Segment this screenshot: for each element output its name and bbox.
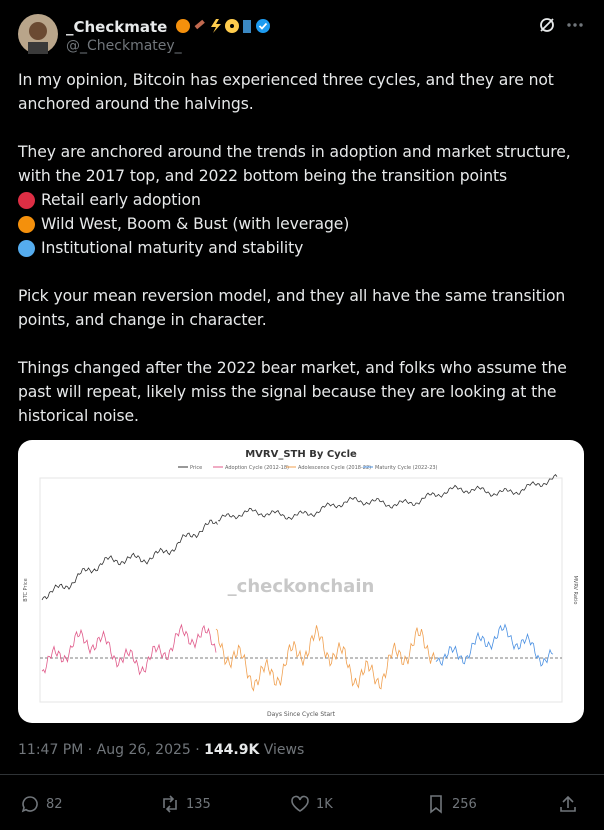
- chart-image[interactable]: MVRV_STH By Cycle Price Adoption Cycle (…: [18, 440, 584, 723]
- image-line: [41, 623, 217, 676]
- legend-text: Adolescence Cycle (2018-22): [298, 465, 371, 471]
- repost-button[interactable]: 135: [160, 794, 211, 814]
- legend-text: Price: [190, 465, 202, 471]
- list-item: Institutional maturity and stability: [18, 236, 590, 260]
- y2-label: MVRV Ratio: [572, 576, 578, 605]
- plot-frame: [39, 477, 563, 703]
- author-handle[interactable]: @_Checkmatey_: [66, 38, 182, 54]
- author-name-text: _Checkmate: [66, 18, 168, 36]
- image-line: [435, 623, 554, 667]
- tweet-meta: 11:47 PM · Aug 26, 2025 · 144.9K Views: [18, 742, 304, 758]
- reply-icon: [21, 796, 38, 813]
- x-label: Days Since Cycle Start: [267, 711, 336, 718]
- repost-icon: [163, 795, 177, 813]
- top-icons: [540, 18, 583, 32]
- like-count: 1K: [316, 796, 333, 812]
- image-line: [215, 625, 436, 692]
- tweet-body: In my opinion, Bitcoin has experienced t…: [18, 68, 590, 452]
- views-label: Views: [263, 742, 305, 758]
- image-bg: [18, 440, 584, 723]
- list-text: Retail early adoption: [41, 191, 201, 209]
- legend-text: Maturity Cycle (2022-23): [375, 465, 438, 471]
- image-line: [217, 474, 558, 522]
- bookmark-count: 256: [452, 796, 477, 812]
- list-item: Wild West, Boom & Bust (with leverage): [18, 212, 590, 236]
- name-icons: [175, 19, 270, 33]
- bookmark-icon: [430, 795, 442, 814]
- paragraph: In my opinion, Bitcoin has experienced t…: [18, 71, 554, 113]
- divider: [0, 774, 604, 775]
- share-button[interactable]: [558, 794, 578, 814]
- list-text: Wild West, Boom & Bust (with leverage): [41, 215, 350, 233]
- paragraph: Things changed after the 2022 bear marke…: [18, 359, 567, 425]
- paragraph: Pick your mean reversion model, and they…: [18, 287, 566, 329]
- avatar[interactable]: [18, 14, 58, 54]
- repost-count: 135: [186, 796, 211, 812]
- paragraph: They are anchored around the trends in a…: [18, 143, 571, 185]
- list-text: Institutional maturity and stability: [41, 239, 304, 257]
- reply-count: 82: [46, 796, 63, 812]
- bookmark-button[interactable]: 256: [426, 794, 477, 814]
- watermark: _checkonchain: [228, 576, 375, 597]
- reply-button[interactable]: 82: [20, 794, 63, 814]
- image-legend: Price Adoption Cycle (2012-18) Adolescen…: [178, 465, 438, 471]
- like-button[interactable]: 1K: [290, 794, 333, 814]
- author-name[interactable]: _Checkmate: [66, 18, 272, 36]
- views-count: 144.9K: [204, 742, 260, 758]
- legend-text: Adoption Cycle (2012-18): [225, 465, 289, 471]
- image-line: [41, 519, 218, 601]
- like-icon: [291, 795, 309, 812]
- timestamp[interactable]: 11:47 PM · Aug 26, 2025 ·: [18, 742, 205, 758]
- y-label: BTC Price: [23, 578, 29, 601]
- list: Retail early adoption Wild West, Boom & …: [18, 188, 590, 260]
- image-title: MVRV_STH By Cycle: [245, 449, 357, 460]
- list-item: Retail early adoption: [18, 188, 590, 212]
